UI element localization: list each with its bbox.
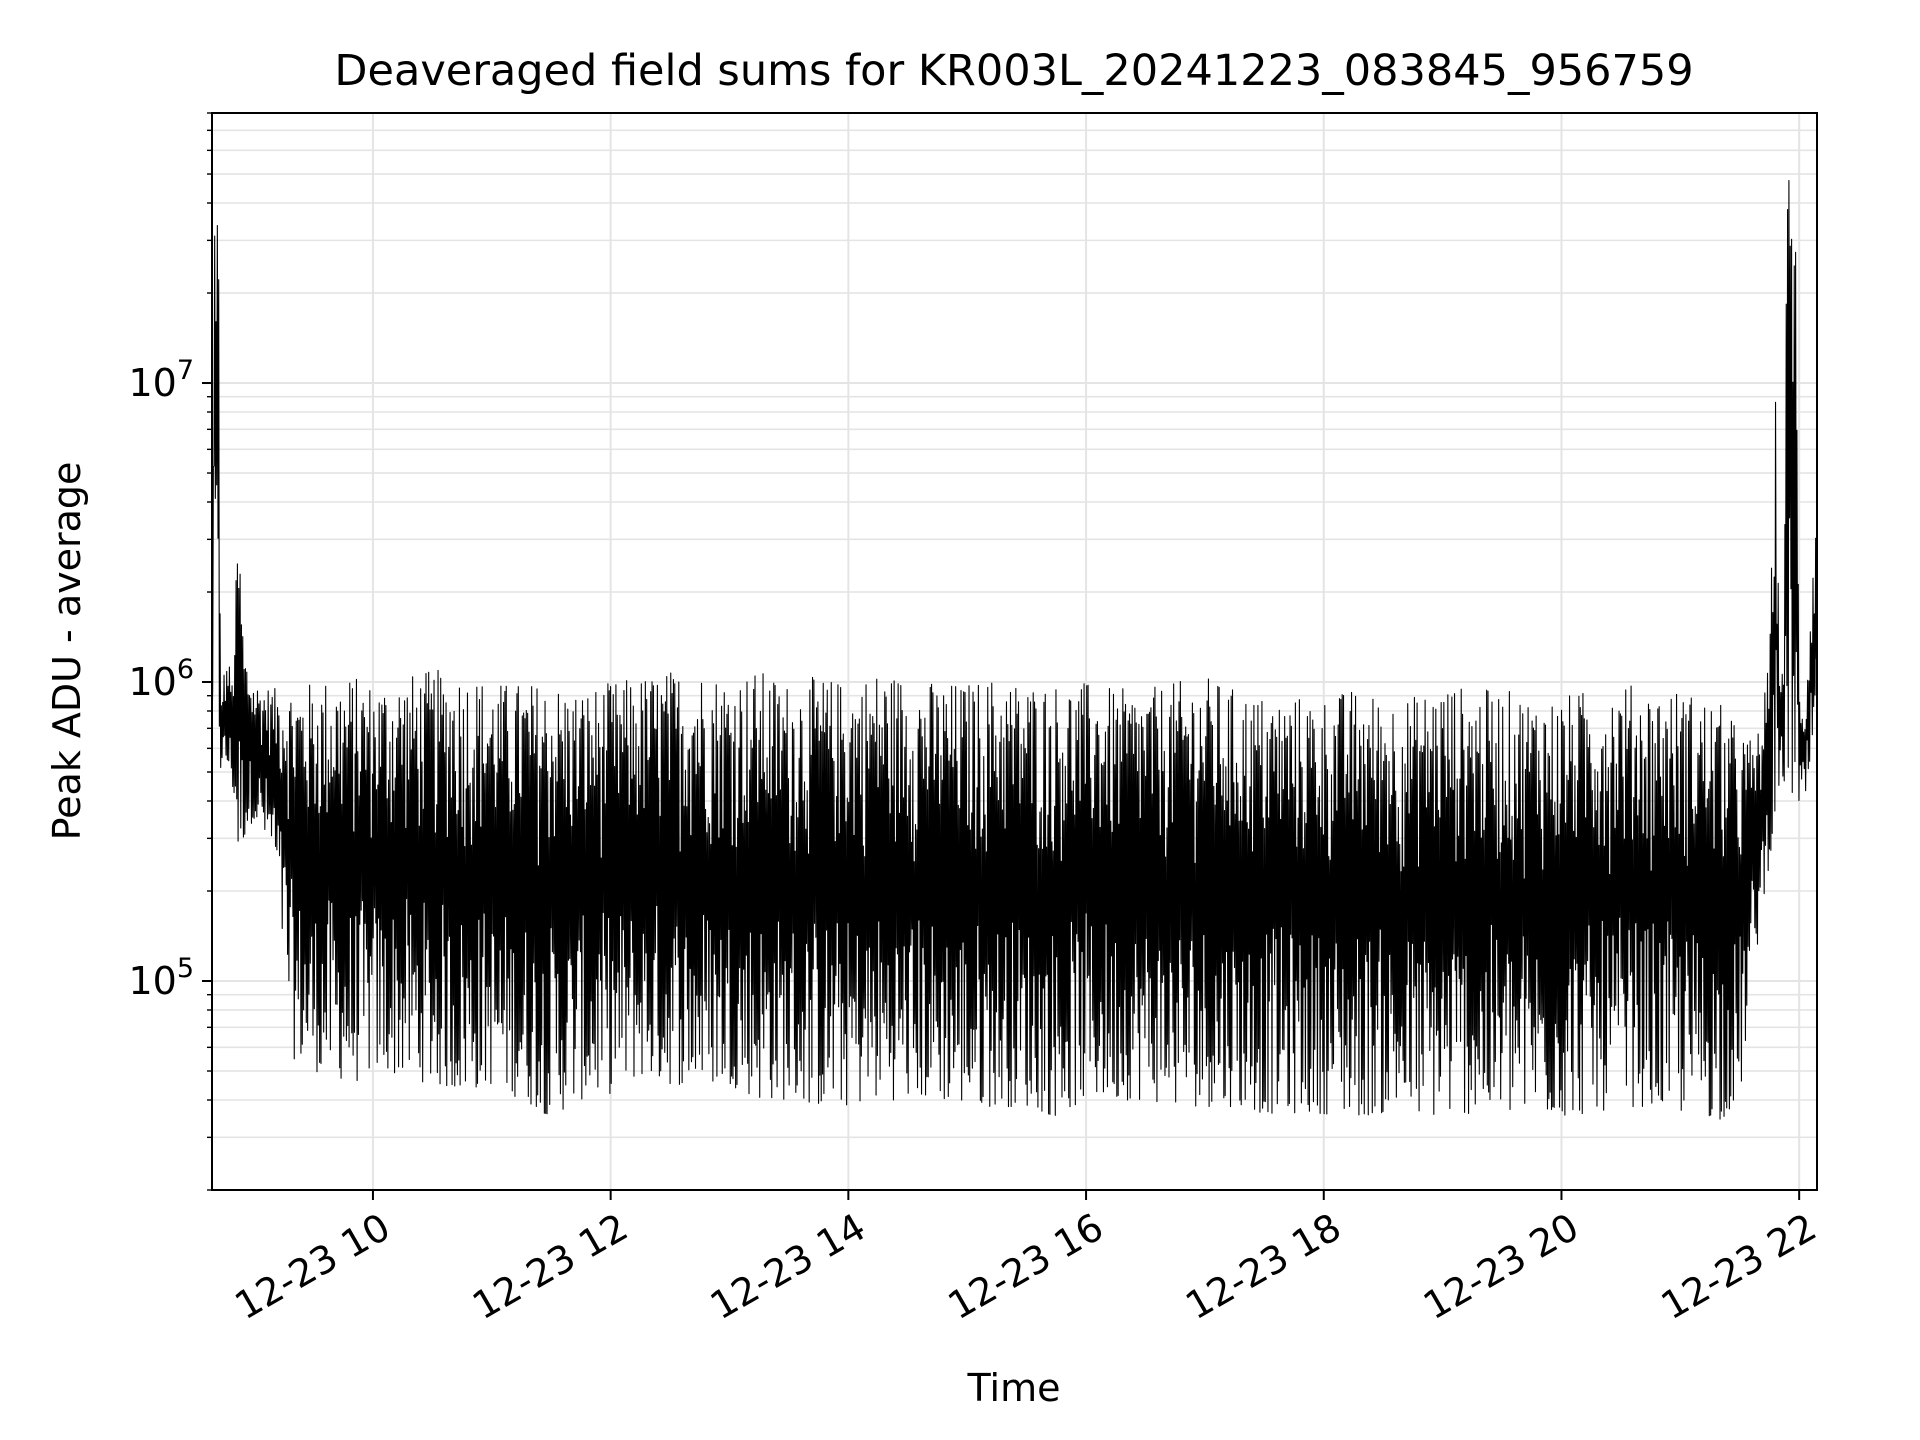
series-line [212, 179, 1817, 1120]
plot-frame [211, 112, 1818, 1191]
y-tick-label: 105 [128, 953, 194, 1003]
x-axis-label: Time [967, 1366, 1061, 1410]
y-axis-ticks: 105 106 107 [128, 112, 212, 1191]
data-series [212, 179, 1817, 1120]
y-axis-label: Peak ADU - average [45, 462, 89, 841]
y-tick-label: 107 [128, 355, 194, 405]
chart-title: Deaveraged field sums for KR003L_2024122… [334, 46, 1693, 96]
y-tick-label: 106 [128, 654, 194, 704]
